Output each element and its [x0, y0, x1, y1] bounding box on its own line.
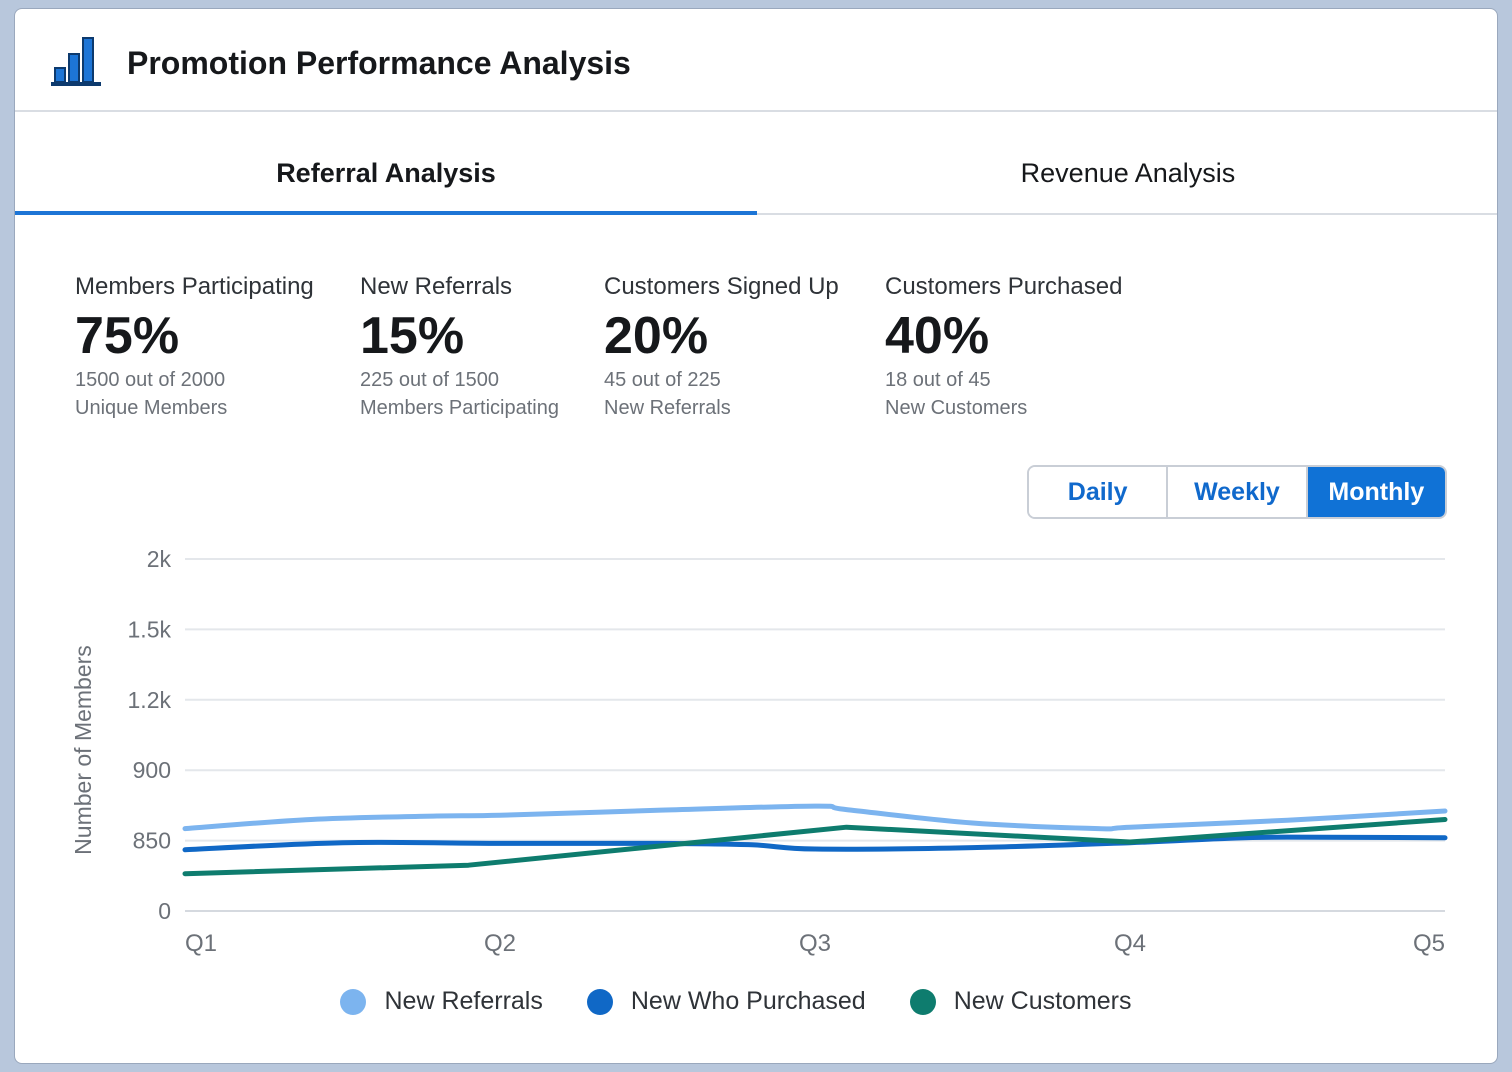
x-tick-label: Q3 — [799, 930, 831, 957]
y-axis-label: Number of Members — [70, 645, 96, 855]
dashboard-card: Promotion Performance Analysis Referral … — [14, 8, 1498, 1064]
y-tick-label: 2k — [147, 546, 172, 572]
stat-value: 15% — [360, 307, 465, 365]
period-daily-button[interactable]: Daily — [1029, 467, 1169, 517]
y-tick-label: 1.5k — [128, 616, 172, 642]
legend-marker — [340, 988, 367, 1015]
legend-marker — [586, 988, 613, 1015]
legend-item-new-customers[interactable]: New Customers — [909, 987, 1132, 1016]
stat-label: Customers Purchased — [885, 273, 1123, 300]
chart-series — [182, 803, 1448, 877]
stat-label: Members Participating — [75, 273, 314, 300]
stat-detail-caption: Members Participating — [360, 397, 559, 419]
stat-members-participating: Members Participating 75% 1500 out of 20… — [75, 273, 314, 421]
line-chart: 0 850 900 1.2k 1.5k 2k Q1 Q2 Q3 Q4 Q5 Number of M… — [70, 546, 1448, 957]
period-toggle: Daily Weekly Monthly — [1027, 465, 1447, 519]
stat-detail: 45 out of 225 — [604, 369, 721, 391]
x-tick-label: Q5 — [1413, 930, 1445, 957]
tab-referral-analysis[interactable]: Referral Analysis — [276, 158, 496, 188]
stat-new-referrals: New Referrals 15% 225 out of 1500 Member… — [360, 273, 559, 421]
stat-detail-caption: New Customers — [885, 397, 1028, 419]
stat-customers-purchased: Customers Purchased 40% 18 out of 45 New… — [885, 273, 1122, 421]
legend-label: New Who Purchased — [630, 987, 866, 1015]
tab-revenue-analysis[interactable]: Revenue Analysis — [1020, 158, 1236, 188]
x-axis-ticks: Q1 Q2 Q3 Q4 Q5 — [185, 930, 1445, 957]
stat-value: 75% — [75, 307, 180, 365]
x-tick-label: Q2 — [484, 930, 516, 957]
stat-label: New Referrals — [360, 273, 513, 300]
bar-chart-icon — [51, 37, 101, 86]
stat-value: 20% — [604, 307, 709, 365]
y-tick-label: 1.2k — [128, 687, 172, 713]
legend-item-new-who-purchased[interactable]: New Who Purchased — [586, 987, 866, 1016]
stat-customers-signed-up: Customers Signed Up 20% 45 out of 225 Ne… — [604, 273, 839, 421]
y-tick-label: 850 — [133, 828, 171, 854]
stat-label: Customers Signed Up — [604, 273, 839, 300]
x-tick-label: Q1 — [185, 930, 217, 957]
series-line-new-who-purchased[interactable] — [182, 834, 1448, 853]
legend-label: New Referrals — [384, 987, 543, 1015]
period-monthly-button[interactable]: Monthly — [1307, 467, 1445, 517]
stat-value: 40% — [885, 307, 990, 365]
y-tick-label: 0 — [158, 898, 171, 924]
chart-grid — [185, 558, 1445, 912]
period-weekly-button[interactable]: Weekly — [1168, 467, 1308, 517]
header: Promotion Performance Analysis — [15, 9, 1497, 112]
page-title: Promotion Performance Analysis — [127, 45, 631, 81]
x-tick-label: Q4 — [1114, 930, 1146, 957]
tab-bar: Referral Analysis Revenue Analysis — [15, 111, 1497, 215]
y-axis-ticks: 0 850 900 1.2k 1.5k 2k — [128, 546, 172, 924]
y-tick-label: 900 — [133, 757, 171, 783]
stat-detail: 1500 out of 2000 — [75, 369, 226, 391]
series-line-new-referrals[interactable] — [182, 803, 1448, 832]
legend-label: New Customers — [953, 987, 1132, 1015]
active-tab-indicator — [15, 211, 757, 215]
legend-marker — [909, 988, 936, 1015]
legend-item-new-referrals[interactable]: New Referrals — [340, 987, 543, 1016]
chart-legend: New Referrals New Who Purchased New Cust… — [15, 987, 1497, 1016]
stat-detail: 225 out of 1500 — [360, 369, 500, 391]
stat-detail-caption: New Referrals — [604, 397, 731, 419]
stat-detail-caption: Unique Members — [75, 397, 228, 419]
series-line-new-customers[interactable] — [182, 817, 1448, 877]
stat-detail: 18 out of 45 — [885, 369, 991, 391]
